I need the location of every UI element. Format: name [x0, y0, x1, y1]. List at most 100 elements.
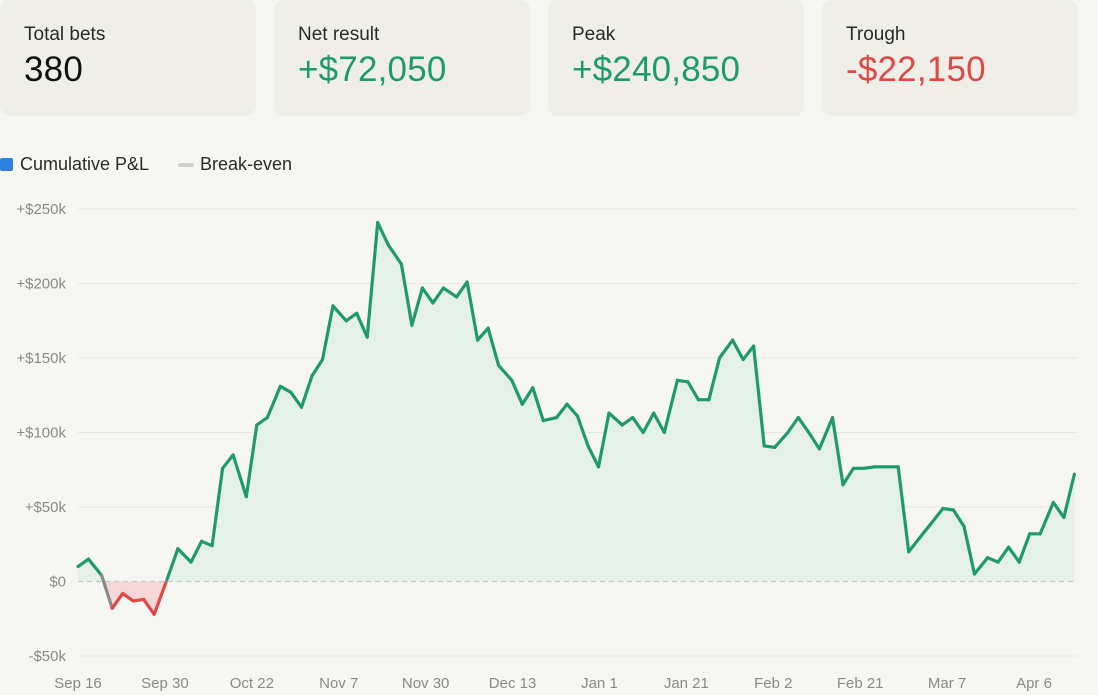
series-line-segment: [189, 539, 204, 564]
series-line-segment: [751, 344, 766, 448]
series-line-segment: [121, 591, 135, 603]
baseline-swatch-icon: [178, 163, 194, 167]
series-line-segment: [152, 579, 168, 616]
peak-card: Peak +$240,850: [548, 0, 804, 116]
legend-baseline-label[interactable]: Break-even: [200, 154, 293, 174]
x-tick-label: Apr 6: [1016, 675, 1052, 692]
series-line-segment: [420, 286, 435, 305]
series-line-segment: [807, 430, 822, 451]
x-tick-label: Jan 1: [581, 675, 618, 692]
series-line-segment: [896, 465, 911, 554]
series-line-segment: [741, 344, 756, 362]
series-line-segment: [200, 539, 214, 548]
series-line-segment: [951, 508, 966, 529]
series-line-segment: [607, 411, 624, 427]
series-line-segment: [596, 411, 611, 469]
net-result-card: Net result +$72,050: [274, 0, 530, 116]
series-line-segment: [142, 597, 156, 616]
series-line-segment: [862, 465, 877, 470]
series-line-segment: [675, 378, 690, 384]
series-line-segment: [386, 243, 403, 266]
series-line-segment: [917, 520, 935, 540]
x-tick-label: Feb 21: [837, 675, 884, 692]
y-tick-label: +$250k: [16, 201, 66, 218]
series-line-segment: [631, 416, 645, 435]
series-line-segment: [231, 453, 248, 499]
series-line-segment: [176, 547, 193, 564]
y-tick-label: $0: [49, 574, 66, 591]
series-line-segment: [541, 416, 559, 423]
series-line-segment: [520, 386, 535, 406]
y-tick-label: +$150k: [16, 350, 66, 367]
series-line-segment: [941, 506, 956, 512]
series-line-segment: [565, 402, 580, 418]
series-line-segment: [907, 536, 921, 554]
series-line-segment: [662, 378, 680, 435]
x-tick-label: Feb 2: [754, 675, 792, 692]
series-line-segment: [652, 411, 666, 435]
y-tick-label: +$50k: [25, 499, 67, 516]
series-line-segment: [310, 357, 325, 378]
series-line-segment: [299, 374, 314, 409]
series-line-segment: [786, 416, 800, 435]
total-bets-label: Total bets: [24, 24, 106, 45]
series-line-segment: [431, 286, 445, 305]
series-line-segment: [554, 402, 569, 420]
series-line-segment: [278, 384, 293, 394]
series-line-segment: [441, 286, 459, 299]
series-line-segment: [465, 280, 480, 342]
series-line-segment: [210, 466, 225, 548]
series-line-segment: [289, 390, 304, 409]
series-line-segment: [376, 221, 390, 247]
series-line-segment: [455, 280, 469, 299]
series-line-segment: [575, 414, 590, 448]
series-line-segment: [1062, 472, 1077, 520]
series-line-segment: [962, 524, 977, 576]
series-line-segment: [355, 311, 369, 339]
y-tick-label: +$200k: [16, 276, 66, 293]
series-line-segment: [410, 286, 424, 327]
x-tick-label: Jan 21: [664, 675, 709, 692]
x-tick-label: Dec 13: [489, 675, 537, 692]
series-line-segment: [985, 556, 1000, 564]
series-line-segment: [586, 444, 601, 469]
series-line-segment: [244, 423, 259, 499]
series-line-segment: [476, 326, 490, 342]
series-line-segment: [510, 378, 524, 406]
series-line-segment: [101, 579, 114, 610]
legend-series-label[interactable]: Cumulative P&L: [20, 154, 150, 174]
peak-label: Peak: [572, 24, 616, 45]
series-line-segment: [344, 311, 359, 323]
series-line-segment: [717, 338, 735, 360]
series-line-segment: [830, 416, 845, 487]
series-line-segment: [86, 557, 104, 578]
x-tick-label: Sep 30: [141, 675, 189, 692]
series-line-segment: [972, 556, 990, 576]
series-line-segment: [221, 453, 235, 470]
series-line-segment: [796, 416, 811, 435]
series-line-segment: [110, 591, 125, 610]
positive-area: [78, 222, 1075, 582]
series-line-segment: [773, 430, 790, 449]
series-line-segment: [707, 356, 722, 402]
x-tick-label: Sep 16: [54, 675, 102, 692]
net-result-label: Net result: [298, 24, 380, 45]
series-line-segment: [1017, 532, 1032, 564]
series-line-segment: [762, 444, 777, 449]
series-line-segment: [641, 411, 656, 435]
series-swatch-icon: [0, 158, 13, 171]
trough-card: Trough -$22,150: [822, 0, 1078, 116]
series-line-segment: [131, 597, 146, 603]
net-result-value: +$72,050: [298, 50, 447, 89]
series-line-segment: [76, 557, 91, 569]
summary-cards: Total bets 380 Net result +$72,050 Peak …: [0, 0, 1098, 116]
series-line-segment: [531, 386, 545, 423]
x-tick-label: Oct 22: [230, 675, 274, 692]
series-line-segment: [817, 416, 835, 451]
series-line-segment: [996, 545, 1011, 564]
series-line-segment: [1051, 500, 1066, 520]
y-tick-label: -$50k: [28, 648, 66, 665]
series-line-segment: [331, 304, 348, 323]
series-line-segment: [320, 304, 335, 362]
